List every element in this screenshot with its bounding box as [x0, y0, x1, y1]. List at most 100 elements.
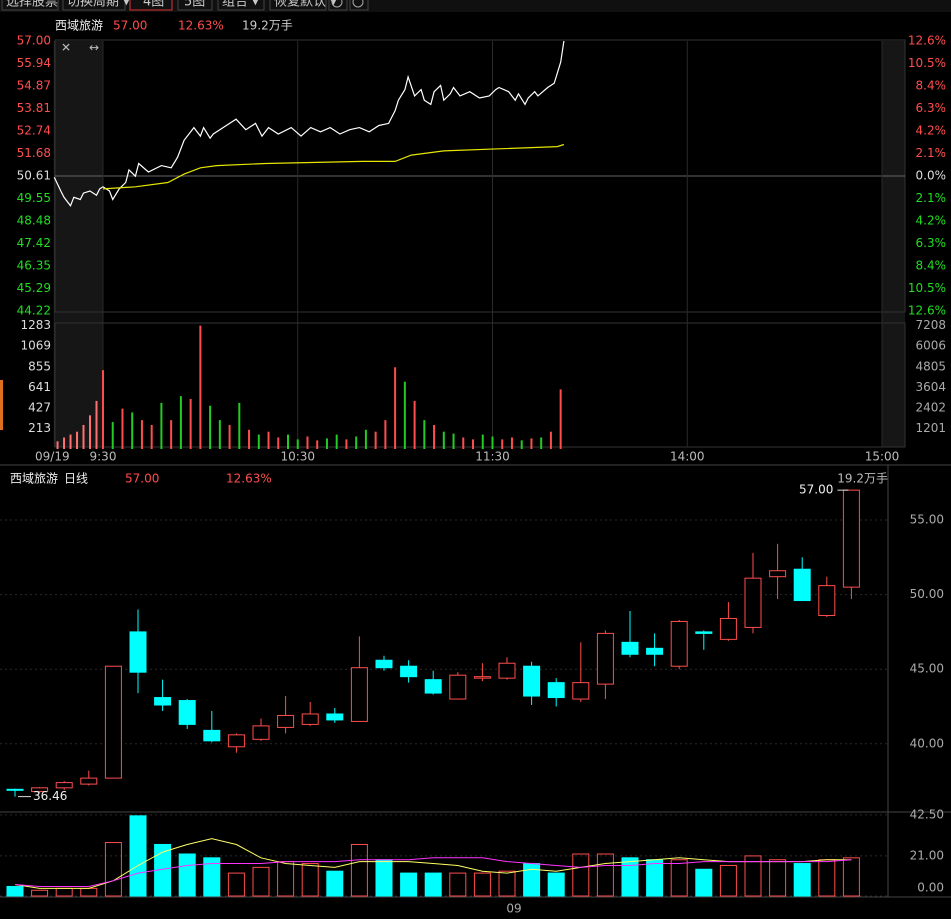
y2-tick-label: 6006 — [915, 339, 946, 353]
y-tick-label: 50.00 — [910, 587, 944, 601]
y-tick-label: 641 — [28, 380, 51, 394]
volume-bar — [56, 441, 59, 449]
volume-bar — [76, 431, 79, 449]
volume-bar — [695, 868, 713, 897]
y-tick-label: 1069 — [20, 339, 51, 353]
button[interactable] — [1, 0, 59, 11]
y2-tick-label: 12.6% — [908, 34, 946, 48]
candle-body — [178, 700, 196, 725]
x-tick-label: 10:30 — [280, 450, 315, 464]
expand-icon[interactable]: ↔ — [89, 41, 99, 55]
candle-body — [498, 662, 516, 679]
toolbar: 选择股票 切换周期 ▾ 4图 5图 组合 ▾ 恢复默认 ▾ — [0, 0, 951, 12]
y2-tick-label: 6.3% — [916, 236, 947, 250]
volume-bar — [189, 399, 192, 449]
candle-body — [6, 788, 24, 791]
volume-bar — [744, 855, 762, 897]
volume-bar — [101, 370, 104, 449]
button-label[interactable]: 切换周期 ▾ — [67, 0, 130, 10]
volume-bar — [277, 437, 280, 449]
candle-body — [769, 570, 787, 578]
volume-bar — [218, 420, 221, 449]
zoom-out-button[interactable] — [349, 0, 369, 11]
volume-bar — [818, 859, 836, 897]
volume-bar — [540, 437, 543, 449]
candle-body — [80, 777, 98, 785]
volume-bar — [530, 438, 533, 449]
volume-bar — [55, 887, 73, 897]
volume-bar — [433, 424, 436, 449]
volume-bar — [549, 431, 552, 449]
volume-bar — [355, 436, 358, 449]
x-tick-label: 11:30 — [475, 450, 510, 464]
button[interactable] — [177, 0, 213, 11]
volume-bar — [95, 400, 98, 449]
candle-body — [596, 632, 614, 685]
button-label[interactable]: 组合 ▾ — [222, 0, 259, 10]
y-tick-label: 42.50 — [910, 807, 944, 821]
volume-bar — [248, 429, 251, 449]
volume-bar — [140, 420, 143, 449]
zoom-in-button[interactable] — [328, 0, 348, 11]
y2-tick-label: 1201 — [915, 421, 946, 435]
candle-body — [227, 734, 245, 748]
x-tick-label: 09 — [506, 902, 521, 916]
volume-bar — [80, 887, 98, 897]
volume-bar — [510, 437, 513, 449]
volume-bar — [384, 420, 387, 449]
button[interactable] — [217, 0, 265, 11]
change: 12.63% — [178, 19, 224, 33]
button[interactable] — [129, 0, 173, 11]
candle-body — [523, 665, 541, 697]
y-tick-label: 21.00 — [910, 848, 944, 862]
volume-bar — [209, 405, 212, 449]
volume-frame — [54, 322, 906, 448]
y2-tick-label: 8.4% — [916, 79, 947, 93]
candle-body — [277, 714, 295, 728]
annotation: 57.00 — [799, 483, 833, 497]
volume-bar — [316, 440, 319, 449]
button-label[interactable]: 4图 — [143, 0, 164, 10]
volume-bar — [572, 853, 590, 897]
stock-name: 西域旅游 — [10, 472, 58, 486]
volume-bar — [104, 842, 122, 897]
y-tick-label: 48.48 — [17, 214, 51, 228]
candle-body — [547, 682, 565, 699]
volume-bar — [719, 864, 737, 897]
close-icon[interactable]: ✕ — [61, 41, 71, 55]
candle-body — [104, 665, 122, 779]
button-label[interactable]: 恢复默认 ▾ — [274, 0, 337, 10]
candle-body — [203, 729, 221, 742]
volume-bar — [559, 389, 562, 449]
y2-tick-label: 7208 — [915, 318, 946, 332]
volume-bar — [121, 408, 124, 449]
button-label[interactable]: 5图 — [184, 0, 205, 10]
stock-name: 西域旅游 — [55, 19, 103, 33]
candle-body — [744, 577, 762, 628]
candle-body — [350, 667, 368, 722]
volume-bar — [501, 439, 504, 449]
price: 57.00 — [113, 19, 147, 33]
candle-body — [818, 585, 836, 616]
volume-bar — [325, 438, 328, 449]
volume-bar — [472, 439, 475, 449]
pre-market-shade — [55, 41, 103, 447]
candle-body — [424, 679, 442, 694]
y-tick-label: 54.87 — [17, 79, 51, 93]
zoom-icon — [352, 0, 364, 8]
volume-bar — [413, 400, 416, 449]
volume-bar — [449, 872, 467, 897]
button-label[interactable]: 选择股票 — [6, 0, 58, 10]
y2-tick-label: 0.0% — [916, 169, 947, 183]
volume-bar — [287, 434, 290, 449]
volume-bar — [462, 437, 465, 449]
volume-bar — [403, 381, 406, 449]
volume-bar — [89, 415, 92, 449]
button[interactable] — [269, 0, 327, 11]
button[interactable] — [62, 0, 126, 11]
y2-tick-label: 2.1% — [916, 146, 947, 160]
volume-bar — [63, 437, 66, 449]
candle-body — [129, 631, 147, 673]
